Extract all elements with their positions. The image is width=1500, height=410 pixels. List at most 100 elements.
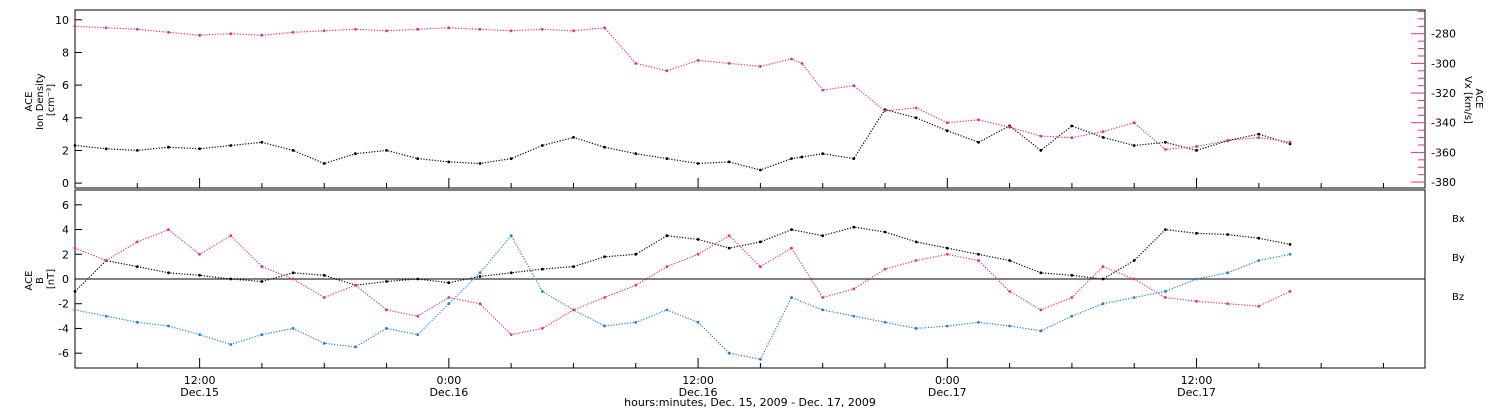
- top-left-tick-label: 0: [62, 177, 69, 190]
- by-point: [759, 357, 762, 361]
- bottom-left-axis: -6 -4 -2 0 2 4 6: [58, 199, 82, 360]
- ion-density-point: [634, 152, 638, 156]
- bz-point: [1226, 302, 1230, 306]
- ion-density-point: [603, 145, 606, 149]
- bz-point: [198, 252, 202, 256]
- vx-point: [1226, 139, 1230, 142]
- vx-point: [852, 84, 856, 88]
- by-point: [1039, 329, 1043, 333]
- bz-point: [759, 265, 762, 268]
- by-point: [1195, 277, 1198, 281]
- bx-trace: [74, 226, 1291, 292]
- bz-point: [1070, 296, 1074, 299]
- x-tick-date: Dec.15: [180, 386, 219, 399]
- vx-point: [945, 121, 949, 125]
- bx-point: [945, 246, 949, 250]
- top-right-tick-label: -300: [1431, 57, 1456, 70]
- by-point: [914, 327, 918, 330]
- top-left-tick-label: 2: [62, 144, 69, 157]
- by-point: [1288, 252, 1292, 256]
- bz-point: [727, 234, 731, 238]
- by-trace: [74, 234, 1291, 360]
- ion-density-point: [385, 149, 388, 152]
- bx-point: [1195, 231, 1198, 235]
- x-tick-date: Dec.17: [1177, 386, 1216, 399]
- vx-point: [135, 27, 139, 31]
- bx-point: [540, 267, 544, 271]
- by-point: [634, 320, 638, 324]
- bz-point: [229, 234, 233, 238]
- by-point: [883, 320, 887, 324]
- vx-point: [727, 62, 731, 65]
- legend-bx: Bx: [1452, 214, 1465, 225]
- by-point: [852, 314, 856, 318]
- bz-point: [1164, 296, 1167, 299]
- bx-point: [1101, 277, 1105, 281]
- by-point: [665, 308, 669, 312]
- bx-point: [1257, 236, 1261, 240]
- top-left-tick-label: 10: [55, 14, 69, 27]
- top-right-tick-label: -380: [1431, 176, 1456, 189]
- by-point: [1226, 271, 1230, 275]
- vx-point: [509, 29, 513, 33]
- bz-point: [1101, 265, 1105, 268]
- bz-point: [1132, 277, 1136, 281]
- ion-density-point: [665, 157, 669, 161]
- by-point: [945, 324, 949, 328]
- bx-point: [603, 255, 606, 259]
- bx-point: [1008, 259, 1011, 262]
- by-point: [1008, 324, 1011, 328]
- by-point: [821, 308, 825, 312]
- ion-density-point: [135, 149, 139, 152]
- bx-point: [1226, 233, 1230, 236]
- ion-density-point: [416, 157, 420, 161]
- bx-point: [135, 265, 139, 268]
- bx-point: [260, 280, 264, 283]
- by-point: [509, 234, 513, 238]
- ion-density-point: [1164, 140, 1167, 144]
- x-tick-date: Dec.16: [679, 386, 718, 399]
- vx-point: [1132, 121, 1136, 125]
- ion-density-point: [852, 157, 856, 161]
- bz-trace: [74, 228, 1291, 336]
- bx-point: [1164, 228, 1167, 232]
- ion-density-point: [1257, 132, 1261, 136]
- bx-point: [73, 290, 77, 293]
- ion-density-point: [1070, 124, 1074, 128]
- bx-point: [759, 240, 762, 244]
- vx-point: [198, 33, 202, 37]
- by-point: [696, 320, 700, 324]
- vx-point: [416, 27, 420, 31]
- ion-density-point: [260, 140, 264, 144]
- bx-point: [509, 271, 513, 275]
- bx-point: [790, 228, 793, 232]
- ion-density-point: [914, 116, 918, 120]
- bx-point: [229, 277, 233, 281]
- by-point: [291, 327, 295, 330]
- by-point: [478, 271, 482, 275]
- top-right-axis: -380 -360 -340 -320 -300 -280: [1411, 10, 1456, 189]
- bx-point: [696, 238, 700, 241]
- bx-point: [852, 225, 856, 229]
- ion-density-point: [229, 144, 233, 147]
- vx-point: [696, 59, 700, 62]
- vx-point: [1008, 125, 1011, 129]
- ion-density-point: [977, 140, 980, 144]
- bz-point: [416, 314, 420, 318]
- bx-point: [447, 281, 451, 285]
- x-axis-title: hours:minutes, Dec. 15, 2009 - Dec. 17, …: [624, 396, 876, 409]
- ion-density-trace: [74, 108, 1291, 171]
- vx-point: [322, 29, 326, 33]
- bottom-left-tick-label: -2: [58, 298, 69, 311]
- vx-point: [73, 24, 77, 28]
- bottom-left-tick-label: 6: [62, 199, 69, 212]
- x-tick-time: 0:00: [935, 374, 960, 387]
- bz-point: [354, 283, 357, 287]
- by-point: [603, 324, 606, 328]
- top-left-tick-label: 6: [62, 79, 69, 92]
- bx-point: [665, 234, 669, 238]
- top-left-tick-label: 4: [62, 112, 69, 125]
- vx-point: [354, 27, 357, 31]
- ion-density-point: [1101, 136, 1105, 139]
